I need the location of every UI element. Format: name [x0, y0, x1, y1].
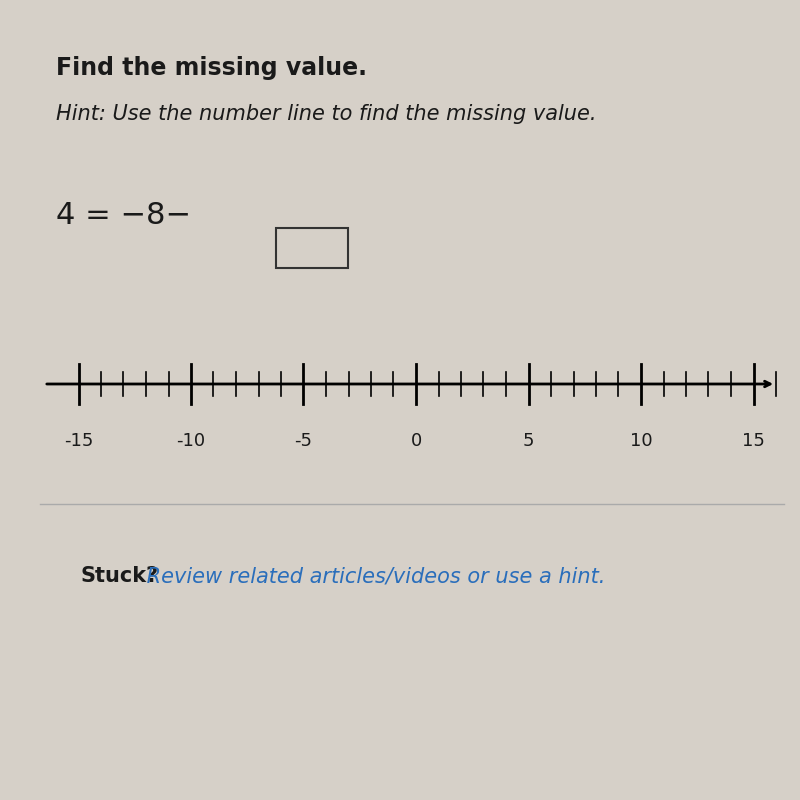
Text: 0: 0	[410, 432, 422, 450]
Text: 4 = −8−: 4 = −8−	[56, 202, 191, 230]
Text: Hint: Use the number line to find the missing value.: Hint: Use the number line to find the mi…	[56, 104, 597, 124]
FancyBboxPatch shape	[276, 228, 348, 268]
Text: -10: -10	[177, 432, 206, 450]
Text: Find the missing value.: Find the missing value.	[56, 56, 367, 80]
Text: Stuck?: Stuck?	[80, 566, 158, 586]
Text: 15: 15	[742, 432, 765, 450]
Text: 10: 10	[630, 432, 652, 450]
Text: -5: -5	[294, 432, 313, 450]
Text: Review related articles/videos or use a hint.: Review related articles/videos or use a …	[140, 566, 606, 586]
Text: 5: 5	[522, 432, 534, 450]
Text: -15: -15	[64, 432, 93, 450]
